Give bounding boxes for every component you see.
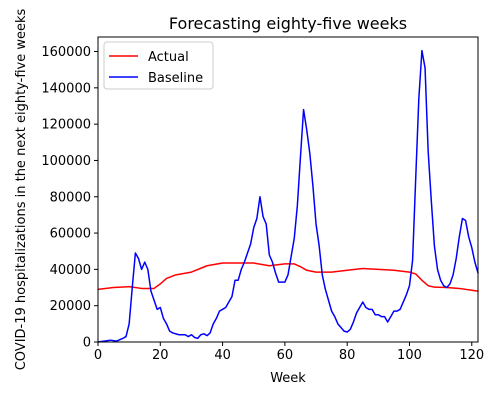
legend-label-actual: Actual	[148, 50, 189, 65]
series-layer	[97, 49, 479, 343]
y-tick-label: 140000	[41, 81, 91, 96]
legend: Actual Baseline	[103, 41, 214, 90]
y-tick-label: 0	[83, 336, 91, 351]
x-tick-label: 0	[94, 348, 102, 363]
series-line-actual	[97, 262, 479, 292]
y-tick-label: 60000	[50, 227, 91, 242]
x-tick-label: 20	[152, 348, 169, 363]
y-tick-label: 100000	[41, 154, 91, 169]
series-line-baseline	[97, 49, 479, 343]
x-axis-label: Week	[270, 371, 306, 386]
x-tick-label: 100	[397, 348, 422, 363]
plot-frame	[97, 36, 479, 343]
x-tick-label: 40	[214, 348, 231, 363]
x-tick-label: 80	[339, 348, 356, 363]
x-tick-label: 120	[459, 348, 484, 363]
legend-label-baseline: Baseline	[148, 71, 203, 86]
x-axis-ticks: 0 20 40 60 80 100 120	[94, 342, 484, 363]
y-tick-label: 80000	[50, 190, 91, 205]
y-axis-ticks: 0 20000 40000 60000 80000 100000 120000 140000 1…	[41, 45, 98, 351]
chart-title: Forecasting eighty-five weeks	[169, 14, 407, 33]
y-tick-label: 120000	[41, 118, 91, 133]
x-tick-label: 60	[277, 348, 294, 363]
y-axis-label: COVID-19 hospitalizations in the next ei…	[14, 8, 29, 370]
y-tick-label: 20000	[50, 299, 91, 314]
y-tick-label: 160000	[41, 45, 91, 60]
y-tick-label: 40000	[50, 263, 91, 278]
